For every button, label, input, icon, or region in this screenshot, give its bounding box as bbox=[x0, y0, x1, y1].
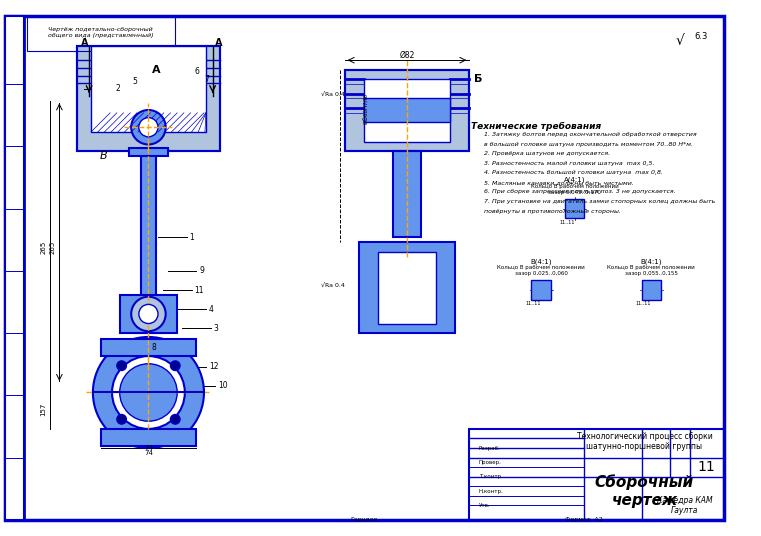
Circle shape bbox=[131, 297, 166, 331]
Text: Формат  А2: Формат А2 bbox=[565, 517, 603, 522]
Text: 3: 3 bbox=[214, 324, 218, 333]
Text: 11..11: 11..11 bbox=[526, 301, 541, 306]
Text: Ø82: Ø82 bbox=[400, 51, 415, 60]
Text: 11: 11 bbox=[194, 286, 204, 294]
Bar bbox=[359, 242, 455, 333]
Bar bbox=[565, 199, 584, 218]
Bar bbox=[100, 429, 196, 446]
Text: В(4:1): В(4:1) bbox=[530, 258, 552, 265]
Bar bbox=[531, 280, 551, 300]
Bar bbox=[470, 429, 724, 520]
Text: 157: 157 bbox=[40, 403, 46, 416]
Text: 265: 265 bbox=[40, 240, 46, 254]
Text: 1: 1 bbox=[189, 233, 194, 242]
Text: Кольцо В рабочем положении: Кольцо В рабочем положении bbox=[530, 184, 619, 189]
Text: Кольцо В рабочем положении: Кольцо В рабочем положении bbox=[497, 265, 585, 271]
Circle shape bbox=[170, 414, 180, 424]
Text: Н.контр.: Н.контр. bbox=[479, 489, 504, 494]
Bar bbox=[5, 16, 24, 520]
Bar bbox=[364, 99, 450, 122]
Bar bbox=[100, 339, 196, 356]
Bar bbox=[345, 70, 470, 151]
Text: 3. Разностенность малой головки шатуна  max 0,5.: 3. Разностенность малой головки шатуна m… bbox=[483, 161, 654, 166]
Text: Технические требования: Технические требования bbox=[471, 122, 601, 131]
Bar bbox=[393, 151, 422, 237]
Circle shape bbox=[117, 361, 126, 370]
Text: 11..11: 11..11 bbox=[559, 220, 575, 225]
Text: 6. При сборке запрессовка пальца поз. 3 не допускается.: 6. При сборке запрессовка пальца поз. 3 … bbox=[483, 189, 675, 195]
Text: зазор 0,055..0,155: зазор 0,055..0,155 bbox=[625, 271, 677, 276]
Text: 74: 74 bbox=[144, 450, 153, 456]
Text: Кафедра КАМ: Кафедра КАМ bbox=[657, 496, 712, 505]
Text: Гарудов: Гарудов bbox=[350, 517, 377, 522]
Text: Ø∅68H7/f6: Ø∅68H7/f6 bbox=[364, 93, 369, 124]
Text: √Ra 0.4: √Ra 0.4 bbox=[321, 91, 345, 96]
Text: А(4:1): А(4:1) bbox=[564, 177, 585, 183]
Circle shape bbox=[117, 414, 126, 424]
Text: А: А bbox=[215, 38, 222, 48]
Text: зазор 0,025..0,060: зазор 0,025..0,060 bbox=[514, 271, 568, 276]
Text: √: √ bbox=[676, 34, 684, 48]
Text: Разраб.: Разраб. bbox=[479, 445, 501, 451]
Bar bbox=[77, 46, 220, 151]
Text: 265: 265 bbox=[49, 240, 56, 254]
Text: повёрнуты в противоположные стороны.: повёрнуты в противоположные стороны. bbox=[483, 209, 620, 214]
Text: В: В bbox=[100, 151, 107, 161]
Text: Гaулта: Гaулта bbox=[671, 506, 699, 515]
Text: 4: 4 bbox=[209, 304, 214, 314]
Text: 4. Разностенность большой головки шатуна  max 0,8.: 4. Разностенность большой головки шатуна… bbox=[483, 170, 663, 175]
Circle shape bbox=[93, 337, 204, 448]
Text: Технологический процесс сборки
шатунно-поршневой группы: Технологический процесс сборки шатунно-п… bbox=[577, 431, 712, 451]
Text: 7. При установке на двигатель замки стопорных колец должны быть: 7. При установке на двигатель замки стоп… bbox=[483, 199, 715, 204]
Bar bbox=[364, 79, 450, 142]
Text: 7: 7 bbox=[204, 75, 209, 84]
Bar bbox=[119, 295, 177, 333]
Text: 5: 5 bbox=[132, 77, 137, 86]
Bar bbox=[134, 325, 163, 333]
Text: 10: 10 bbox=[218, 381, 228, 390]
Bar bbox=[77, 46, 220, 151]
Text: В(4:1): В(4:1) bbox=[641, 258, 662, 265]
Text: 6: 6 bbox=[194, 67, 199, 76]
Text: 1. Затяжку болтов перед окончательной обработкой отверстия: 1. Затяжку болтов перед окончательной об… bbox=[483, 132, 696, 137]
Text: 12: 12 bbox=[209, 362, 218, 371]
Bar bbox=[378, 252, 436, 324]
Text: 9: 9 bbox=[199, 266, 204, 276]
Text: 5. Масляные канавки должны быть чистыми.: 5. Масляные канавки должны быть чистыми. bbox=[483, 180, 633, 185]
Text: 6.3: 6.3 bbox=[694, 32, 708, 41]
Circle shape bbox=[139, 304, 158, 324]
Text: в большой головке шатуна производить моментом 70..80 Н*м.: в большой головке шатуна производить мом… bbox=[483, 142, 693, 146]
Text: Чертёж подетально-сборочный
общего вида (представленный): Чертёж подетально-сборочный общего вида … bbox=[48, 27, 154, 38]
Circle shape bbox=[112, 356, 185, 429]
Text: Сборочный
чертеж: Сборочный чертеж bbox=[595, 474, 694, 508]
Circle shape bbox=[139, 117, 158, 137]
Bar bbox=[141, 151, 156, 329]
Text: зазор 0,045..0,170: зазор 0,045..0,170 bbox=[548, 190, 601, 195]
Text: 11..11: 11..11 bbox=[635, 301, 651, 306]
Circle shape bbox=[119, 364, 177, 421]
Circle shape bbox=[131, 110, 166, 145]
Text: Утв.: Утв. bbox=[479, 503, 490, 508]
Bar bbox=[642, 280, 661, 300]
Bar bbox=[91, 46, 206, 132]
Text: А: А bbox=[81, 38, 88, 48]
Text: Б: Б bbox=[474, 75, 482, 84]
Text: А: А bbox=[151, 65, 161, 75]
Bar bbox=[27, 16, 175, 50]
Text: 11: 11 bbox=[698, 460, 715, 474]
Bar bbox=[129, 148, 167, 156]
Text: Кольцо В рабочем положении: Кольцо В рабочем положении bbox=[607, 265, 695, 271]
Text: √Ra 0.4: √Ra 0.4 bbox=[321, 282, 345, 288]
Bar bbox=[345, 70, 470, 151]
Text: Т.контр.: Т.контр. bbox=[479, 474, 503, 479]
Text: Провер.: Провер. bbox=[479, 460, 501, 465]
Circle shape bbox=[170, 361, 180, 370]
Text: 8: 8 bbox=[151, 343, 156, 352]
Text: 74: 74 bbox=[144, 445, 153, 451]
Text: 2: 2 bbox=[116, 84, 121, 93]
Text: 2. Провёрка шатунов не допускается.: 2. Провёрка шатунов не допускается. bbox=[483, 151, 610, 156]
